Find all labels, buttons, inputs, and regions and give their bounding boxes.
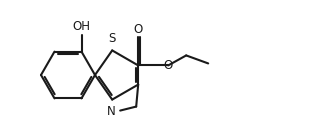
Text: OH: OH xyxy=(73,20,90,33)
Text: S: S xyxy=(109,32,116,45)
Text: N: N xyxy=(107,105,115,118)
Text: O: O xyxy=(134,23,143,36)
Text: O: O xyxy=(164,59,173,72)
